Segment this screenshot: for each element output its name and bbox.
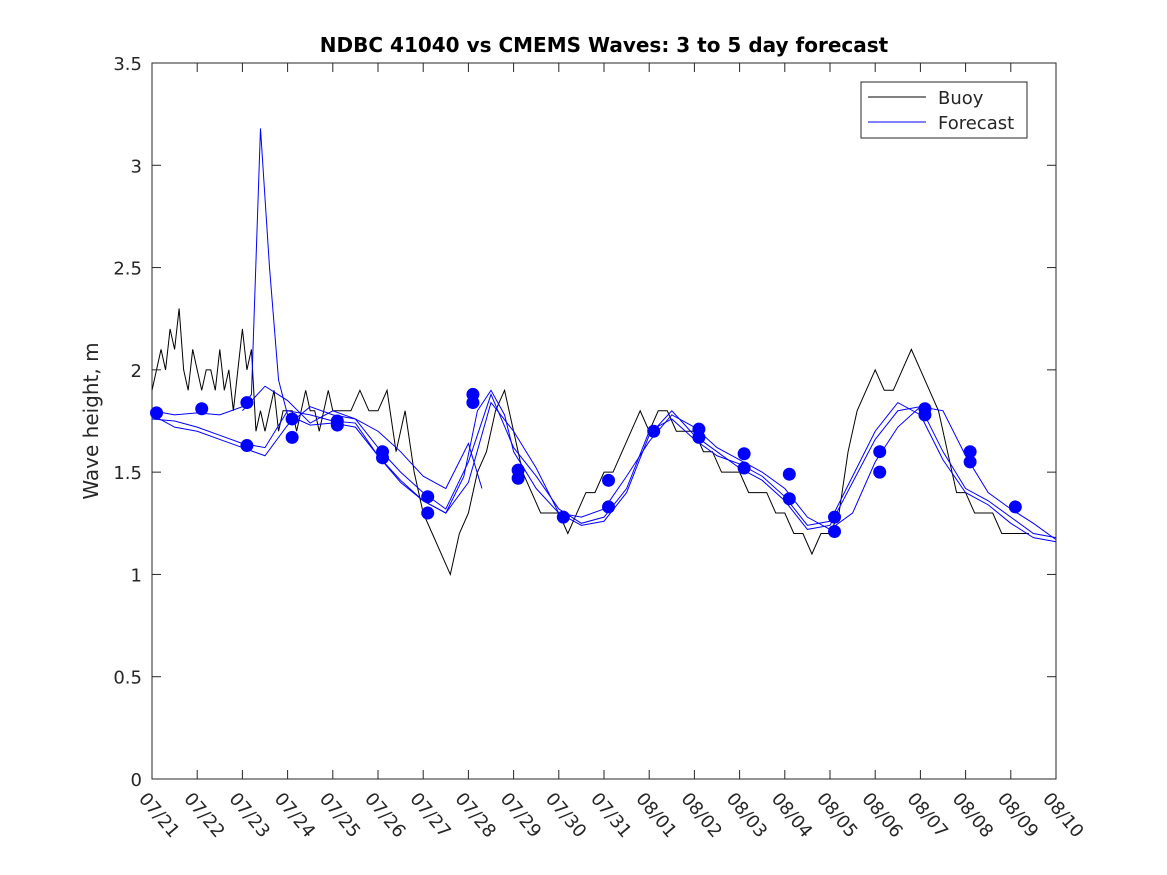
y-tick-label: 3	[131, 156, 142, 177]
x-tick-label: 07/26	[360, 789, 409, 842]
y-tick-label: 2	[131, 361, 142, 382]
x-tick-label: 08/04	[767, 789, 816, 842]
forecast-series-line-1	[151, 128, 1057, 541]
x-tick-label: 07/25	[315, 789, 364, 842]
forecast-marker	[1008, 500, 1022, 514]
x-tick-label: 07/28	[451, 789, 500, 842]
series-layer	[151, 128, 1057, 577]
forecast-marker	[873, 445, 887, 459]
forecast-series-line-2	[151, 393, 1057, 543]
forecast-marker	[963, 445, 977, 459]
forecast-series-line-4	[242, 385, 483, 490]
forecast-marker	[421, 506, 435, 520]
x-tick-label: 08/05	[812, 789, 861, 842]
forecast-marker	[421, 490, 435, 504]
y-tick-label: 3.5	[113, 54, 142, 75]
forecast-marker	[873, 465, 887, 479]
marker-layer	[150, 387, 1022, 538]
forecast-marker	[647, 424, 661, 438]
legend-forecast-label: Forecast	[938, 113, 1014, 134]
forecast-marker	[330, 418, 344, 432]
x-tick-label: 08/03	[722, 789, 771, 842]
forecast-series-line-3	[151, 401, 1057, 539]
legend-box	[860, 81, 1028, 139]
forecast-marker	[828, 524, 842, 538]
x-tick-label: 07/27	[405, 789, 454, 842]
y-axis: 0 0.5 1 1.5 2 2.5 3 3.5	[113, 54, 1056, 791]
forecast-marker	[376, 451, 390, 465]
forecast-marker	[195, 402, 209, 416]
forecast-marker	[737, 461, 751, 475]
y-tick-label: 0.5	[113, 668, 142, 689]
forecast-marker	[511, 471, 525, 485]
x-tick-label: 07/23	[225, 789, 274, 842]
forecast-marker	[782, 467, 796, 481]
forecast-marker	[782, 492, 796, 506]
forecast-marker	[602, 473, 616, 487]
x-tick-label: 08/07	[903, 789, 952, 842]
forecast-marker	[963, 455, 977, 469]
x-tick-label: 08/02	[677, 789, 726, 842]
x-tick-label: 08/06	[857, 789, 906, 842]
y-tick-label: 1	[131, 565, 142, 586]
forecast-marker	[692, 430, 706, 444]
x-tick-label: 08/08	[948, 789, 997, 842]
x-tick-label: 08/10	[1038, 789, 1087, 842]
forecast-marker	[240, 439, 254, 453]
x-tick-label: 08/01	[631, 789, 680, 842]
x-tick-label: 07/29	[496, 789, 545, 842]
plot-area: 00.511.522.533.5 07/2107/2207/2307/2407/…	[113, 54, 1087, 842]
forecast-marker	[150, 406, 164, 420]
buoy-series-line	[151, 308, 1029, 577]
chart-title: NDBC 41040 vs CMEMS Waves: 3 to 5 day fo…	[320, 33, 889, 57]
legend: Buoy Forecast	[860, 81, 1028, 139]
y-tick-label: 1.5	[113, 463, 142, 484]
forecast-marker	[918, 408, 932, 422]
x-tick-label: 07/24	[270, 789, 319, 842]
legend-buoy-label: Buoy	[938, 88, 984, 109]
forecast-marker	[556, 510, 570, 524]
forecast-marker	[285, 412, 299, 426]
plot-frame	[151, 62, 1057, 780]
forecast-marker	[828, 510, 842, 524]
y-tick-label: 2.5	[113, 259, 142, 280]
y-tick-label: 0	[131, 770, 142, 791]
forecast-marker	[285, 430, 299, 444]
x-tick-label: 07/22	[179, 789, 228, 842]
x-tick-label: 07/21	[134, 789, 183, 842]
x-tick-label: 07/30	[541, 789, 590, 842]
forecast-marker	[466, 396, 480, 410]
x-tick-label: 07/31	[586, 789, 635, 842]
forecast-marker	[602, 500, 616, 514]
forecast-marker	[240, 396, 254, 410]
forecast-marker	[737, 447, 751, 461]
x-tick-label: 08/09	[993, 789, 1042, 842]
y-axis-label: Wave height, m	[79, 342, 103, 499]
